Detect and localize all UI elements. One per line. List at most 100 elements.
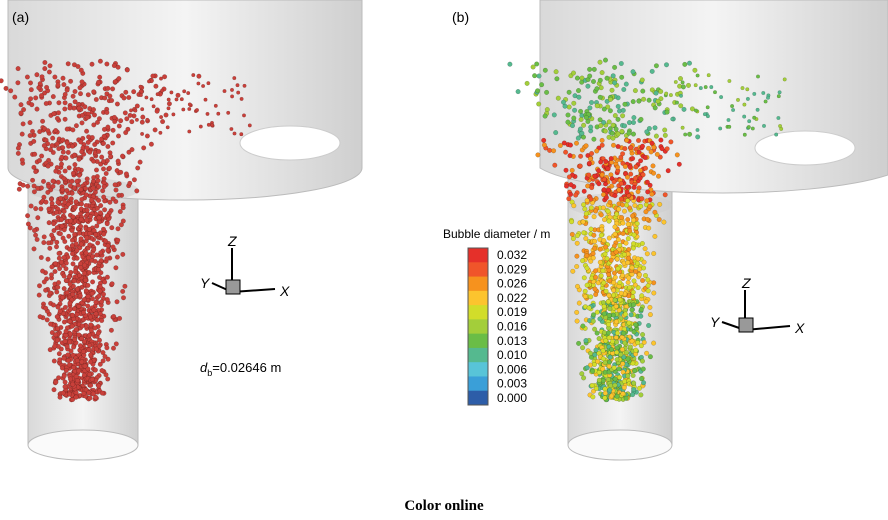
bubble [90,107,96,113]
bubble [120,251,126,257]
bubble [41,279,47,285]
bubble [622,208,628,214]
bubble [624,350,630,356]
bubble [49,272,55,278]
bubble [57,357,63,363]
bubble [637,385,643,391]
bubble [83,185,89,191]
bubble [646,97,652,103]
bubble [602,251,608,257]
bubble [574,233,580,239]
bubble [618,290,624,296]
bubble [594,86,600,92]
bubble [630,69,636,75]
bubble [644,350,650,356]
bubble [181,107,186,112]
bubble [93,299,99,305]
bubble [615,330,621,336]
bubble [582,288,588,294]
bubble [78,265,84,271]
bubble [608,96,614,102]
bubble [534,61,540,67]
bubble [668,139,674,145]
bubble [620,361,626,367]
bubble [582,206,588,212]
bubble [70,283,76,289]
colorbar-label: 0.026 [497,277,527,291]
bubble [649,191,655,197]
bubble [507,61,513,67]
bubble [110,86,116,92]
bubble [617,297,623,303]
bubble [592,173,598,179]
bubble [636,149,642,155]
bubble [58,346,64,352]
bubble [619,128,625,134]
bubble [643,299,649,305]
bubble [601,106,607,112]
bubble [76,156,82,162]
bubble [614,339,620,345]
bubble [584,253,590,259]
bubble [75,166,81,172]
colorbar-swatch [468,347,488,363]
bubble [630,155,636,161]
bubble [53,168,59,174]
bubble [111,314,117,320]
bubble [625,236,631,242]
bubble [87,395,93,401]
bubble [67,246,73,252]
bubble [599,226,605,232]
bubble [641,380,647,386]
bubble [602,390,608,396]
bubble [179,97,184,102]
bubble [621,330,627,336]
bubble [52,74,58,80]
bubble [196,81,201,86]
bubble [67,300,73,306]
bubble [213,103,218,108]
bubble [625,280,631,286]
bubble [19,157,25,163]
bubble [581,202,587,208]
bubble [646,323,652,329]
bubble [209,123,214,128]
bubble [766,95,771,100]
bubble [645,288,651,294]
bubble [625,260,631,266]
bubble [141,145,147,151]
bubble [643,165,649,171]
bubble [645,277,651,283]
bubble [88,382,94,388]
bubble [57,394,63,400]
bubble [597,77,603,83]
bubble [40,118,46,124]
bubble [201,83,206,88]
bubble [570,236,576,242]
bubble [229,126,234,131]
colorbar-label: 0.019 [497,305,527,319]
bubble [97,284,103,290]
bubble [626,120,632,126]
axis-label: Z [741,275,751,291]
bubble [57,266,63,272]
bubble [646,125,652,131]
bubble [614,393,620,399]
bubble [615,266,621,272]
bubble [63,328,69,334]
bubble [641,265,647,271]
bubble [524,80,530,86]
bubble [535,88,541,94]
bubble [598,212,604,218]
bubble [71,278,77,284]
bubble [664,146,670,152]
bubble [574,240,580,246]
bubble [600,205,606,211]
bubble [624,202,630,208]
bubble [110,244,116,250]
bubble [122,283,128,289]
bubble [638,343,644,349]
bubble [60,390,66,396]
bubble [631,131,637,137]
bubble [535,152,541,158]
